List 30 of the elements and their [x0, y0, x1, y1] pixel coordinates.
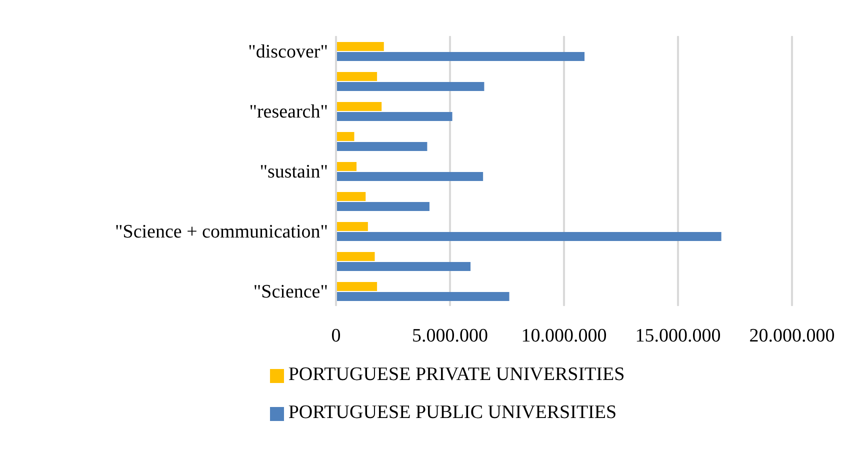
- bar: [336, 252, 375, 261]
- bar: [336, 192, 366, 201]
- x-tick-label: 20.000.000: [749, 325, 835, 346]
- legend-label: PORTUGUESE PRIVATE UNIVERSITIES: [288, 364, 625, 385]
- bar: [336, 162, 357, 171]
- bar: [336, 202, 430, 211]
- y-tick-label: "sustain": [260, 162, 328, 183]
- bar: [336, 112, 452, 121]
- bar: [336, 102, 382, 111]
- bar: [336, 172, 484, 181]
- bar: [336, 282, 378, 291]
- y-tick-label: "Science + communication": [115, 222, 328, 243]
- bar: [336, 132, 354, 141]
- bar: [336, 82, 484, 91]
- x-tick-label: 5.000.000: [412, 325, 488, 346]
- legend-label: PORTUGUESE PUBLIC UNIVERSITIES: [288, 402, 617, 423]
- bar: [336, 232, 722, 241]
- bar: [336, 292, 510, 301]
- x-tick-label: 15.000.000: [635, 325, 721, 346]
- x-tick-label: 0: [331, 325, 341, 346]
- y-tick-label: "discover": [248, 42, 328, 63]
- bar: [336, 42, 384, 51]
- y-tick-label: "research": [249, 102, 328, 123]
- bar: [336, 222, 368, 231]
- bar: [336, 52, 585, 61]
- y-tick-label: "Science": [253, 282, 328, 303]
- bar: [336, 72, 378, 81]
- x-tick-label: 10.000.000: [521, 325, 607, 346]
- bar: [336, 142, 428, 151]
- bar: [336, 262, 471, 271]
